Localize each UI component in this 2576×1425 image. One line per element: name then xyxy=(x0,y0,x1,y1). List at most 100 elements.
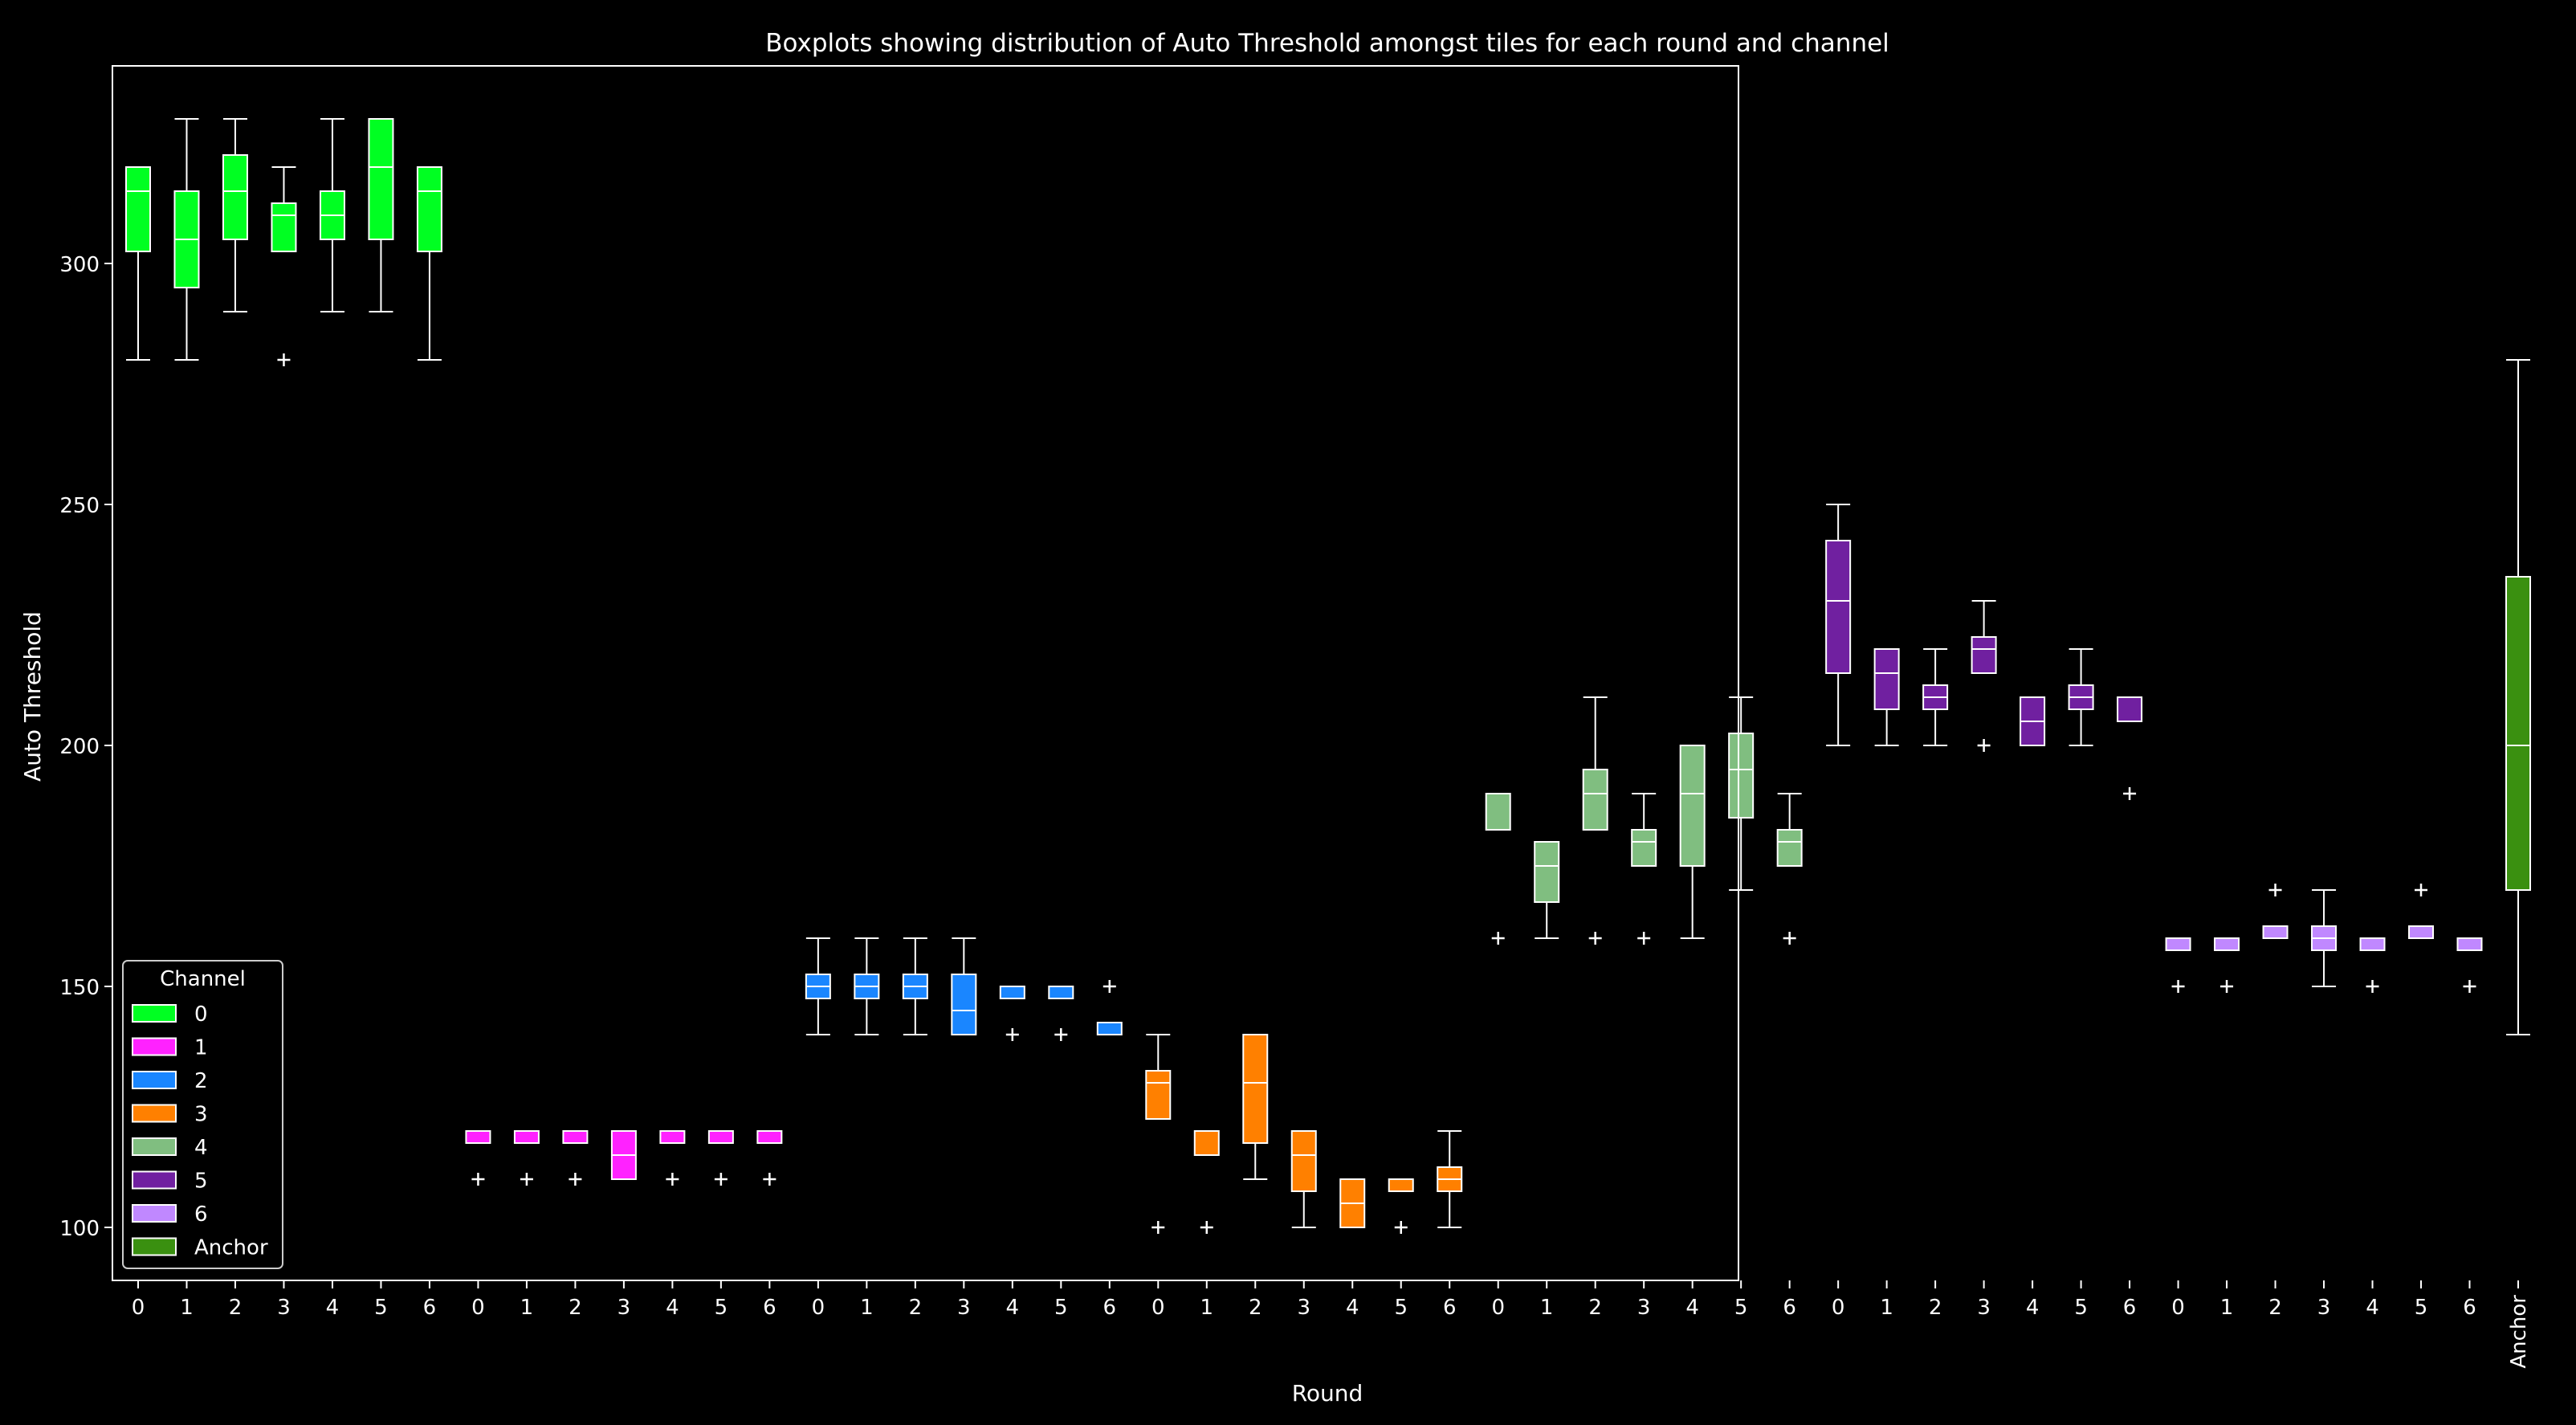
x-tick-label: 1 xyxy=(860,1296,874,1320)
box-body xyxy=(465,1130,491,1144)
box-body xyxy=(756,1130,783,1144)
box-ch3-r3 xyxy=(1290,1130,1317,1228)
x-axis-label: Round xyxy=(1292,1380,1363,1407)
legend-label: 3 xyxy=(194,1103,208,1127)
x-tick-label: 1 xyxy=(180,1296,194,1320)
box-ch4-r4 xyxy=(1679,745,1706,939)
legend-item: 3 xyxy=(132,1103,208,1127)
outlier-marker xyxy=(569,1173,582,1186)
box-ch1-r0 xyxy=(465,1130,491,1186)
box-ch3-r0 xyxy=(1145,1034,1172,1234)
box-body xyxy=(1290,1130,1317,1192)
x-tick-label: 1 xyxy=(1880,1296,1893,1320)
box-ch0-r0 xyxy=(125,166,151,361)
x-tick-label: 6 xyxy=(1443,1296,1457,1320)
box-ch4-r2 xyxy=(1582,696,1608,945)
box-ch1-r6 xyxy=(756,1130,783,1186)
legend-item: 4 xyxy=(132,1136,208,1160)
box-body xyxy=(1728,733,1755,819)
legend-swatch xyxy=(132,1104,177,1123)
outlier-marker xyxy=(1103,980,1116,993)
legend-swatch xyxy=(132,1204,177,1223)
x-tick-label: 3 xyxy=(1977,1296,1991,1320)
legend-label: 6 xyxy=(194,1202,208,1227)
x-tick-label: 2 xyxy=(229,1296,243,1320)
box-body xyxy=(1582,769,1608,831)
x-tick-label: 4 xyxy=(1346,1296,1359,1320)
box-chAnchor-rAnchor xyxy=(2505,359,2531,1035)
outlier-marker xyxy=(471,1173,485,1186)
box-ch5-r2 xyxy=(1922,648,1949,746)
outlier-marker xyxy=(2268,884,2282,896)
outlier-marker xyxy=(1637,932,1651,945)
outlier-marker xyxy=(763,1173,776,1186)
legend-item: 0 xyxy=(132,1002,208,1027)
box-ch0-r1 xyxy=(173,118,200,361)
x-tick-label: 3 xyxy=(2317,1296,2331,1320)
x-tick-label: 2 xyxy=(909,1296,923,1320)
x-tick-label: 5 xyxy=(2415,1296,2428,1320)
outlier-marker xyxy=(2171,980,2185,993)
x-tick-label: 2 xyxy=(2268,1296,2282,1320)
outlier-marker xyxy=(2220,980,2234,993)
box-body xyxy=(1679,745,1706,867)
x-tick-label: Anchor xyxy=(2507,1295,2531,1369)
x-tick-label: 5 xyxy=(1394,1296,1408,1320)
box-ch2-r1 xyxy=(854,937,880,1035)
legend-item: Anchor xyxy=(132,1236,268,1260)
x-tick-label: 4 xyxy=(2366,1296,2379,1320)
x-tick-label: 0 xyxy=(2171,1296,2185,1320)
legend-label: 4 xyxy=(194,1136,208,1160)
outlier-marker xyxy=(277,353,291,366)
box-body xyxy=(1242,1034,1269,1144)
box-ch6-r2 xyxy=(2262,884,2289,939)
box-ch1-r1 xyxy=(513,1130,540,1186)
x-tick-label: 6 xyxy=(423,1296,437,1320)
x-tick-label: 2 xyxy=(569,1296,582,1320)
outlier-marker xyxy=(1151,1221,1165,1234)
outlier-marker xyxy=(1200,1221,1213,1234)
x-tick-label: 0 xyxy=(471,1296,485,1320)
box-ch1-r5 xyxy=(707,1130,734,1186)
box-ch5-r6 xyxy=(2117,696,2143,800)
x-tick-label: 3 xyxy=(957,1296,971,1320)
box-ch0-r5 xyxy=(368,118,394,312)
legend-label: Anchor xyxy=(194,1236,268,1260)
box-ch4-r1 xyxy=(1534,841,1560,939)
box-ch6-r0 xyxy=(2165,937,2191,993)
outlier-marker xyxy=(1394,1221,1408,1234)
box-ch1-r2 xyxy=(562,1130,589,1186)
outlier-marker xyxy=(520,1173,533,1186)
box-ch2-r2 xyxy=(902,937,928,1035)
box-ch6-r1 xyxy=(2214,937,2240,993)
legend-swatch xyxy=(132,1004,177,1023)
box-body xyxy=(1776,829,1803,867)
box-ch6-r5 xyxy=(2408,884,2435,939)
box-body xyxy=(2165,937,2191,951)
x-tick-label: 1 xyxy=(1540,1296,1554,1320)
box-ch3-r2 xyxy=(1242,1034,1269,1180)
x-tick-label: 0 xyxy=(1832,1296,1845,1320)
outlier-marker xyxy=(1005,1028,1019,1041)
legend-label: 0 xyxy=(194,1002,208,1027)
x-tick-label: 0 xyxy=(132,1296,145,1320)
x-tick-label: 3 xyxy=(277,1296,291,1320)
x-tick-label: 3 xyxy=(1637,1296,1651,1320)
box-body xyxy=(1048,986,1074,999)
y-tick-label: 150 xyxy=(59,976,100,1000)
box-ch6-r6 xyxy=(2456,937,2483,993)
outlier-marker xyxy=(1054,1028,1068,1041)
box-ch3-r6 xyxy=(1437,1130,1463,1228)
box-ch0-r4 xyxy=(319,118,345,312)
box-body xyxy=(2262,925,2289,939)
x-tick-label: 6 xyxy=(1783,1296,1796,1320)
legend-label: 2 xyxy=(194,1069,208,1093)
box-ch2-r6 xyxy=(1096,980,1123,1035)
box-body xyxy=(1825,540,1852,674)
x-tick-label: 0 xyxy=(1491,1296,1505,1320)
x-tick-label: 6 xyxy=(763,1296,776,1320)
outlier-marker xyxy=(666,1173,679,1186)
box-body xyxy=(2408,925,2435,939)
